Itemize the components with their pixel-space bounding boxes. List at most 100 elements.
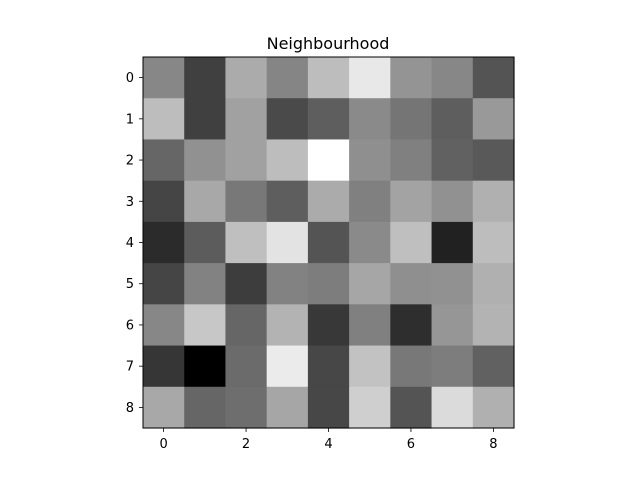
heatmap-cell-r2-c0 [143, 139, 185, 182]
heatmap-cell-r5-c0 [143, 263, 185, 305]
heatmap-cell-r1-c6 [390, 98, 433, 141]
heatmap-cell-r4-c2 [225, 221, 268, 264]
heatmap-cell-r7-c5 [349, 345, 391, 388]
heatmap-cell-r1-c8 [472, 98, 515, 141]
x-tick-label-6: 6 [407, 437, 415, 452]
heatmap-cell-r8-c2 [225, 386, 268, 429]
heatmap-cell-r6-c6 [390, 304, 433, 347]
x-tick-label-2: 2 [242, 437, 250, 452]
heatmap-cell-r6-c2 [225, 304, 268, 347]
heatmap-cell-r3-c3 [266, 180, 309, 223]
y-tick-label-3: 3 [126, 195, 134, 210]
heatmap-cell-r4-c4 [307, 221, 350, 264]
heatmap-cell-r5-c4 [307, 263, 350, 305]
y-tick-label-6: 6 [126, 318, 134, 333]
heatmap-cell-r6-c4 [307, 304, 350, 347]
heatmap-cell-r8-c4 [307, 386, 350, 429]
heatmap-cell-r2-c8 [472, 139, 515, 182]
heatmap-cell-r4-c7 [431, 221, 474, 264]
heatmap-cell-r6-c7 [431, 304, 474, 347]
heatmap-cell-r7-c0 [143, 345, 185, 388]
heatmap-cell-r7-c2 [225, 345, 268, 388]
heatmap-cell-r3-c5 [349, 180, 391, 223]
heatmap-cell-r8-c5 [349, 386, 391, 429]
heatmap-cell-r7-c8 [472, 345, 515, 388]
heatmap-cell-r7-c6 [390, 345, 433, 388]
heatmap-cell-r8-c6 [390, 386, 433, 429]
heatmap-cell-r8-c3 [266, 386, 309, 429]
heatmap-cell-r2-c2 [225, 139, 268, 182]
heatmap-cell-r0-c6 [390, 57, 433, 99]
heatmap-cell-r7-c3 [266, 345, 309, 388]
x-tick-label-0: 0 [159, 437, 167, 452]
heatmap-cell-r3-c1 [184, 180, 227, 223]
y-tick-label-1: 1 [126, 112, 134, 127]
heatmap-cell-r5-c2 [225, 263, 268, 305]
y-axis: 0 1 2 3 4 5 6 7 8 [126, 71, 143, 416]
heatmap-cell-r1-c5 [349, 98, 391, 141]
x-axis: 0 2 4 6 8 [159, 428, 498, 452]
heatmap-cell-r0-c4 [307, 57, 350, 99]
heatmap-cell-r1-c2 [225, 98, 268, 141]
heatmap-cell-r7-c1 [184, 345, 227, 388]
heatmap-cell-r2-c5 [349, 139, 391, 182]
heatmap-cell-r7-c7 [431, 345, 474, 388]
heatmap-cell-r8-c0 [143, 386, 185, 429]
heatmap-cell-r0-c3 [266, 57, 309, 99]
heatmap-cell-r2-c6 [390, 139, 433, 182]
y-tick-label-5: 5 [126, 277, 134, 292]
heatmap-cell-r5-c3 [266, 263, 309, 305]
y-tick-label-8: 8 [126, 401, 134, 416]
y-tick-label-4: 4 [126, 236, 134, 251]
heatmap-cell-r8-c8 [472, 386, 515, 429]
heatmap-cell-r4-c5 [349, 221, 391, 264]
heatmap-cell-r0-c0 [143, 57, 185, 99]
heatmap-cell-r4-c0 [143, 221, 185, 264]
heatmap-cell-r5-c7 [431, 263, 474, 305]
heatmap-cell-r6-c0 [143, 304, 185, 347]
heatmap-cell-r3-c4 [307, 180, 350, 223]
heatmap-cell-r6-c1 [184, 304, 227, 347]
heatmap-cell-r8-c7 [431, 386, 474, 429]
heatmap-cell-r2-c7 [431, 139, 474, 182]
heatmap-cell-r6-c8 [472, 304, 515, 347]
heatmap-cell-r0-c7 [431, 57, 474, 99]
heatmap-cell-r3-c0 [143, 180, 185, 223]
heatmap-cell-r2-c4 [307, 139, 350, 182]
heatmap-cell-r0-c5 [349, 57, 391, 99]
y-tick-label-0: 0 [126, 71, 134, 86]
heatmap-cell-r2-c3 [266, 139, 309, 182]
heatmap-cell-r3-c2 [225, 180, 268, 223]
heatmap-cell-r5-c6 [390, 263, 433, 305]
heatmap-cell-r7-c4 [307, 345, 350, 388]
heatmap-cell-r1-c7 [431, 98, 474, 141]
heatmap-cell-r1-c4 [307, 98, 350, 141]
heatmap-cell-r3-c6 [390, 180, 433, 223]
heatmap-cell-r0-c1 [184, 57, 227, 99]
heatmap-cell-r4-c6 [390, 221, 433, 264]
heatmap-cell-r0-c2 [225, 57, 268, 99]
heatmap-cell-r1-c1 [184, 98, 227, 141]
heatmap-cell-r6-c3 [266, 304, 309, 347]
heatmap-cell-r1-c0 [143, 98, 185, 141]
heatmap-cell-r8-c1 [184, 386, 227, 429]
heatmap-cell-r4-c8 [472, 221, 515, 264]
x-tick-label-8: 8 [489, 437, 497, 452]
heatmap-cell-r3-c7 [431, 180, 474, 223]
heatmap-cell-r2-c1 [184, 139, 227, 182]
x-tick-label-4: 4 [324, 437, 332, 452]
heatmap-cell-r3-c8 [472, 180, 515, 223]
y-tick-label-7: 7 [126, 360, 134, 375]
heatmap-cell-r5-c5 [349, 263, 391, 305]
heatmap-cell-r1-c3 [266, 98, 309, 141]
heatmap-cell-r0-c8 [472, 57, 515, 99]
chart-title: Neighbourhood [267, 34, 390, 53]
heatmap-cell-r5-c1 [184, 263, 227, 305]
heatmap-cell-r6-c5 [349, 304, 391, 347]
heatmap-cell-r4-c3 [266, 221, 309, 264]
heatmap-cell-r5-c8 [472, 263, 515, 305]
heatmap-cells [143, 57, 515, 429]
y-tick-label-2: 2 [126, 154, 134, 169]
heatmap-cell-r4-c1 [184, 221, 227, 264]
